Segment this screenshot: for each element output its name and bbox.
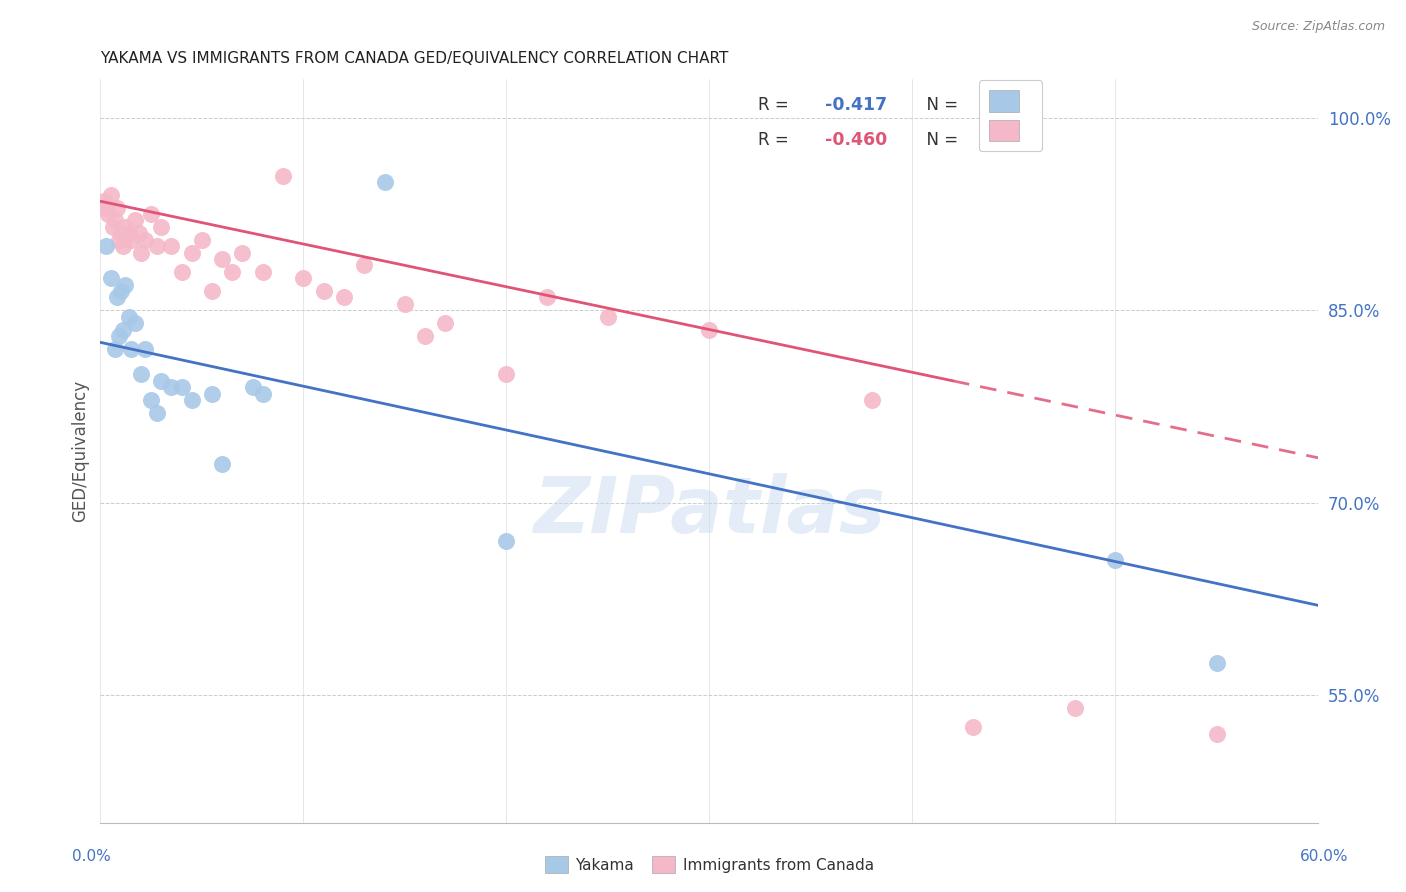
Point (146, 406, 169, 420)
Point (373, 175, 395, 189)
Point (1205, 656, 1227, 670)
Point (124, 316, 146, 330)
Point (124, 213, 146, 227)
Point (221, 265, 243, 279)
Point (120, 233, 142, 247)
Point (252, 386, 274, 401)
Text: Source: ZipAtlas.com: Source: ZipAtlas.com (1251, 20, 1385, 33)
Text: 0.0%: 0.0% (72, 849, 111, 864)
Point (231, 245, 253, 260)
Point (100, 271, 122, 285)
Point (1063, 701, 1085, 715)
Point (139, 393, 162, 408)
Text: ZIPatlas: ZIPatlas (533, 473, 886, 549)
Text: -0.417: -0.417 (825, 96, 887, 114)
Point (962, 720, 984, 734)
Point (105, 201, 128, 215)
Point (495, 534, 517, 549)
Point (160, 380, 183, 394)
Text: 45: 45 (983, 131, 1008, 149)
Point (111, 239, 134, 253)
Point (139, 207, 162, 221)
Point (252, 265, 274, 279)
Point (134, 342, 156, 356)
Point (191, 233, 214, 247)
Point (114, 219, 136, 234)
Point (129, 368, 152, 382)
Point (114, 277, 136, 292)
Text: N =: N = (917, 96, 963, 114)
Point (170, 380, 193, 394)
Point (110, 227, 132, 241)
Point (134, 233, 156, 247)
Y-axis label: GED/Equivalency: GED/Equivalency (72, 380, 89, 523)
Point (271, 169, 294, 183)
Point (160, 239, 183, 253)
Point (434, 316, 457, 330)
Point (129, 245, 152, 260)
Text: YAKAMA VS IMMIGRANTS FROM CANADA GED/EQUIVALENCY CORRELATION CHART: YAKAMA VS IMMIGRANTS FROM CANADA GED/EQU… (100, 51, 728, 66)
Point (1104, 553, 1126, 567)
Legend: Yakama, Immigrants from Canada: Yakama, Immigrants from Canada (538, 850, 880, 880)
Point (101, 219, 124, 234)
Point (596, 310, 619, 324)
Point (201, 284, 224, 298)
Point (100, 187, 122, 202)
Point (495, 368, 517, 382)
Point (150, 374, 173, 388)
Point (242, 380, 264, 394)
Point (211, 252, 233, 266)
Point (128, 227, 150, 241)
Point (353, 259, 375, 273)
Point (150, 219, 173, 234)
Text: R =: R = (758, 131, 794, 149)
Point (211, 457, 233, 471)
Point (333, 290, 356, 304)
Point (96, 201, 118, 215)
Point (180, 393, 202, 408)
Text: -0.460: -0.460 (825, 131, 887, 149)
Text: R =: R = (758, 96, 794, 114)
Point (180, 245, 202, 260)
Point (110, 284, 132, 298)
Point (170, 265, 193, 279)
Point (536, 290, 558, 304)
Text: 60.0%: 60.0% (1301, 849, 1348, 864)
Point (292, 271, 315, 285)
Point (860, 393, 883, 408)
Text: 27: 27 (983, 96, 1008, 114)
Point (105, 290, 128, 304)
Point (111, 322, 134, 336)
Point (107, 329, 129, 343)
Point (107, 233, 129, 247)
Point (97, 207, 120, 221)
Point (103, 342, 125, 356)
Point (118, 227, 141, 241)
Point (312, 284, 335, 298)
Point (103, 213, 125, 227)
Point (201, 386, 224, 401)
Point (146, 239, 169, 253)
Point (96, 239, 118, 253)
Point (118, 310, 141, 324)
Point (413, 329, 436, 343)
Point (697, 322, 720, 336)
Point (120, 342, 142, 356)
Point (1205, 727, 1227, 741)
Point (394, 297, 416, 311)
Point (93, 194, 115, 209)
Text: N =: N = (917, 131, 963, 149)
